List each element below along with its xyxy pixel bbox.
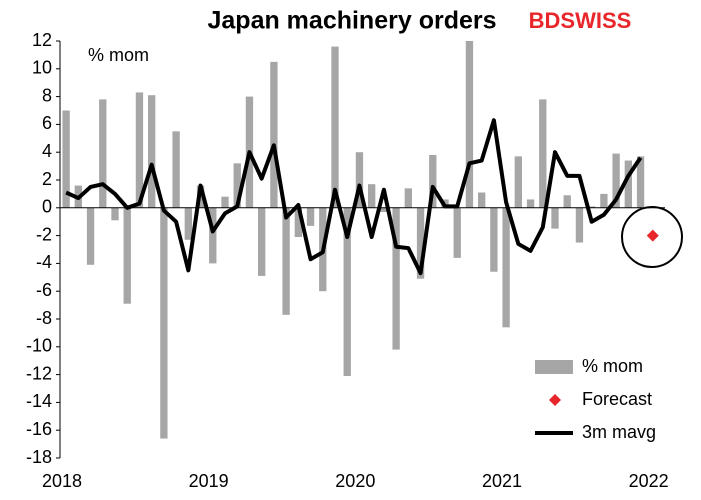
legend-label: Forecast — [582, 389, 652, 409]
x-tick-label: 2020 — [335, 471, 375, 491]
y-tick-label: -12 — [26, 363, 52, 383]
bar — [306, 207, 315, 226]
y-tick-label: -2 — [36, 224, 52, 244]
bar — [331, 46, 339, 208]
bar — [404, 188, 412, 208]
chart-title: Japan machinery orders — [207, 7, 496, 35]
bar — [600, 193, 608, 208]
bar — [478, 192, 486, 208]
y-tick-label: 10 — [32, 58, 52, 78]
legend-swatch — [549, 394, 561, 406]
bar — [123, 207, 131, 304]
bar — [294, 207, 302, 237]
line — [65, 118, 643, 276]
bar — [148, 95, 156, 208]
y-tick-label: 8 — [42, 85, 52, 105]
y-tick-label: 0 — [42, 197, 52, 217]
y-tick-label: -6 — [36, 280, 52, 300]
bar — [355, 152, 364, 208]
y-tick-label: -16 — [26, 419, 52, 439]
y-tick-label: 6 — [42, 113, 52, 133]
bar — [551, 207, 559, 229]
bar — [539, 99, 547, 208]
bar — [380, 207, 388, 212]
y-tick-label: -8 — [36, 308, 52, 328]
bar — [368, 184, 376, 208]
bar — [99, 99, 107, 208]
bar — [526, 199, 535, 208]
y-tick-label: 2 — [42, 169, 52, 189]
x-tick-label: 2018 — [42, 471, 82, 491]
legend-swatch — [535, 360, 573, 374]
bar — [209, 207, 217, 264]
bar — [258, 207, 266, 276]
y-tick-label: -14 — [26, 391, 52, 411]
bar — [490, 207, 498, 272]
bar — [612, 153, 620, 208]
bar — [514, 156, 522, 208]
legend-label: 3m mavg — [582, 422, 656, 442]
bar — [160, 207, 168, 439]
bar — [575, 207, 584, 243]
y-tick-label: -10 — [26, 336, 52, 356]
bar — [392, 207, 400, 350]
bar — [221, 196, 229, 208]
bar — [184, 207, 192, 240]
bar — [502, 207, 510, 328]
bar — [111, 207, 119, 221]
bar — [343, 207, 351, 376]
y-tick-label: 4 — [42, 141, 52, 161]
bar — [233, 163, 241, 208]
bar — [282, 207, 290, 315]
y-tick-label: -4 — [36, 252, 52, 272]
annotation: % mom — [88, 45, 149, 65]
bar — [62, 110, 70, 208]
bar — [172, 131, 180, 208]
forecast-circle — [621, 206, 683, 268]
bar — [624, 160, 632, 208]
x-tick-label: 2021 — [482, 471, 522, 491]
bar — [416, 207, 425, 279]
bar — [563, 195, 571, 208]
logo: BDSWISS — [529, 8, 632, 33]
x-tick-label: 2019 — [189, 471, 229, 491]
bar — [453, 207, 461, 258]
forecast-point — [646, 229, 659, 242]
legend-label: % mom — [582, 356, 643, 376]
bar — [270, 61, 278, 208]
y-tick-label: 12 — [32, 30, 52, 50]
bar — [588, 206, 596, 208]
x-tick-label: 2022 — [629, 471, 669, 491]
bar — [465, 41, 474, 208]
bar — [135, 92, 144, 208]
bar — [429, 154, 437, 208]
bar — [636, 156, 645, 208]
bar — [86, 207, 95, 265]
y-tick-label: -18 — [26, 447, 52, 467]
